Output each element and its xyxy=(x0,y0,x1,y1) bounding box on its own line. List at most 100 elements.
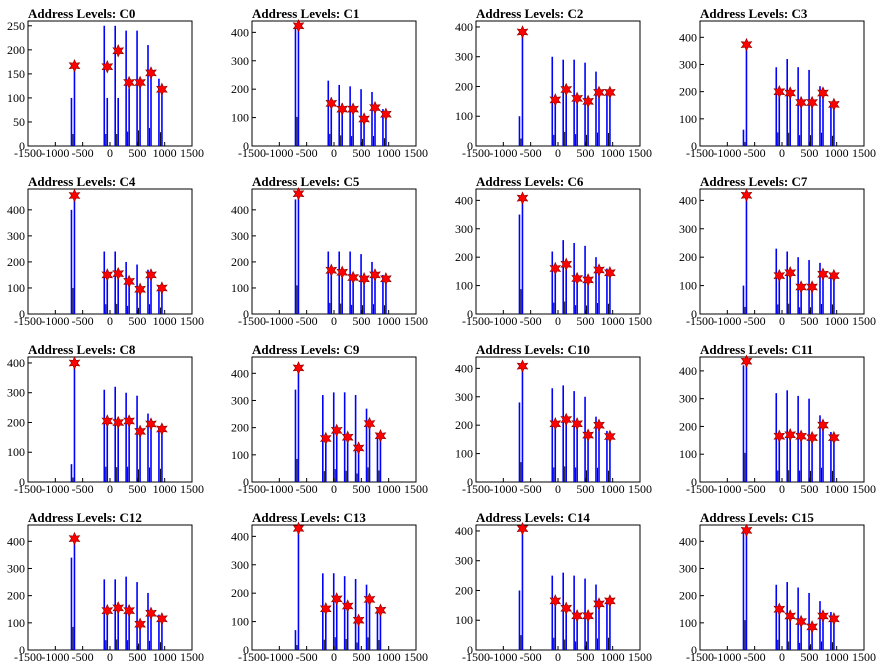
peak-marker xyxy=(806,95,818,110)
x-tick-label: 1500 xyxy=(852,650,876,664)
x-tick-label: 1500 xyxy=(404,314,428,328)
peak-marker xyxy=(516,25,529,39)
peak-marker xyxy=(134,282,146,297)
x-tick-label: 500 xyxy=(352,650,370,664)
peak-marker xyxy=(740,523,753,538)
peak-marker xyxy=(374,429,387,443)
peak-marker xyxy=(773,84,786,99)
peak-marker xyxy=(560,82,573,97)
x-tick-label: 0 xyxy=(331,314,337,328)
x-tick-label: -1500 xyxy=(14,314,42,328)
x-tick-label: -500 xyxy=(744,314,766,328)
peak-marker xyxy=(817,418,829,432)
x-tick-label: 1000 xyxy=(153,146,177,160)
chart-title: Address Levels: C10 xyxy=(476,342,590,357)
x-tick-label: -500 xyxy=(296,146,318,160)
y-tick-label: 0 xyxy=(691,475,697,489)
chart-title: Address Levels: C9 xyxy=(252,342,360,357)
x-tick-label: 1500 xyxy=(404,650,428,664)
plot-frame xyxy=(475,188,641,315)
x-tick-label: 500 xyxy=(800,482,818,496)
peak-marker xyxy=(828,97,840,112)
x-tick-label: 1500 xyxy=(180,482,204,496)
y-tick-label: 300 xyxy=(7,386,25,400)
x-tick-label: 1000 xyxy=(825,482,849,496)
x-tick-label: -1000 xyxy=(713,146,741,160)
peak-marker xyxy=(292,361,305,375)
plot-frame xyxy=(699,20,865,147)
y-tick-label: 300 xyxy=(455,554,473,568)
plot-frame xyxy=(699,524,865,651)
y-tick-label: 250 xyxy=(7,19,25,33)
peak-marker xyxy=(795,429,807,443)
x-tick-label: 1500 xyxy=(852,314,876,328)
peak-marker xyxy=(740,37,753,52)
y-tick-label: 300 xyxy=(455,222,473,236)
x-tick-label: 1500 xyxy=(404,146,428,160)
x-tick-label: 500 xyxy=(576,314,594,328)
x-tick-label: 0 xyxy=(331,650,337,664)
x-tick-label: 1500 xyxy=(180,650,204,664)
x-tick-label: 0 xyxy=(555,314,561,328)
y-tick-label: 0 xyxy=(467,307,473,321)
x-tick-label: -1000 xyxy=(489,314,517,328)
peak-marker xyxy=(795,614,807,629)
peak-marker xyxy=(549,417,562,431)
chart-panel: Address Levels: C7 0 100 200 300 400 -1500 -100… xyxy=(679,174,876,328)
y-tick-label: 200 xyxy=(455,583,473,597)
peak-marker xyxy=(363,416,376,431)
x-tick-label: -500 xyxy=(520,314,542,328)
peak-marker xyxy=(593,597,605,611)
x-tick-label: -1500 xyxy=(686,650,714,664)
peak-marker xyxy=(571,271,583,286)
peak-marker xyxy=(817,609,829,623)
chart-panel: Address Levels: C10 0 100 200 300 400 -1500 -10… xyxy=(455,342,652,496)
x-tick-label: 1000 xyxy=(377,482,401,496)
x-tick-label: 0 xyxy=(555,650,561,664)
y-tick-label: 0 xyxy=(467,475,473,489)
peak-marker xyxy=(582,94,594,109)
peak-marker xyxy=(134,617,146,631)
x-tick-label: 1000 xyxy=(601,482,625,496)
y-tick-label: 400 xyxy=(231,529,249,543)
plot-frame xyxy=(475,524,641,651)
peak-marker xyxy=(380,272,392,286)
y-tick-label: 50 xyxy=(13,115,25,129)
chart-title: Address Levels: C14 xyxy=(476,510,590,525)
peak-marker xyxy=(582,428,594,442)
peak-marker xyxy=(516,191,529,205)
y-tick-label: 200 xyxy=(455,79,473,93)
y-tick-label: 0 xyxy=(467,139,473,153)
y-tick-label: 400 xyxy=(7,203,25,217)
x-tick-label: -500 xyxy=(520,146,542,160)
chart-panel: Address Levels: C12 0 100 200 300 400 -1500 -10… xyxy=(7,510,204,664)
chart-panel: Address Levels: C5 0 100 200 300 400 -1500 -100… xyxy=(231,174,428,328)
peak-marker xyxy=(145,66,157,80)
x-tick-label: -500 xyxy=(296,650,318,664)
plot-frame xyxy=(475,356,641,483)
chart-panel: Address Levels: C2 0 100 200 300 400 -1500 -100… xyxy=(455,6,652,160)
peak-marker xyxy=(101,59,114,74)
x-tick-label: 0 xyxy=(779,650,785,664)
peak-marker xyxy=(336,102,349,116)
chart-title: Address Levels: C12 xyxy=(28,510,142,525)
peak-marker xyxy=(817,267,829,281)
x-tick-label: 1000 xyxy=(153,650,177,664)
x-tick-label: 500 xyxy=(128,314,146,328)
x-tick-label: 1500 xyxy=(180,314,204,328)
peak-marker xyxy=(112,266,125,281)
x-tick-label: -1000 xyxy=(265,146,293,160)
y-tick-label: 0 xyxy=(691,643,697,657)
y-tick-label: 300 xyxy=(231,54,249,68)
y-tick-label: 100 xyxy=(679,447,697,461)
x-tick-label: 1000 xyxy=(825,146,849,160)
y-tick-label: 0 xyxy=(19,139,25,153)
y-tick-label: 300 xyxy=(231,558,249,572)
plot-frame xyxy=(27,524,193,651)
y-tick-label: 200 xyxy=(231,82,249,96)
y-tick-label: 0 xyxy=(19,307,25,321)
peak-marker xyxy=(817,86,829,100)
x-tick-label: 1000 xyxy=(153,314,177,328)
x-tick-label: -1000 xyxy=(489,146,517,160)
x-tick-label: 1500 xyxy=(628,482,652,496)
